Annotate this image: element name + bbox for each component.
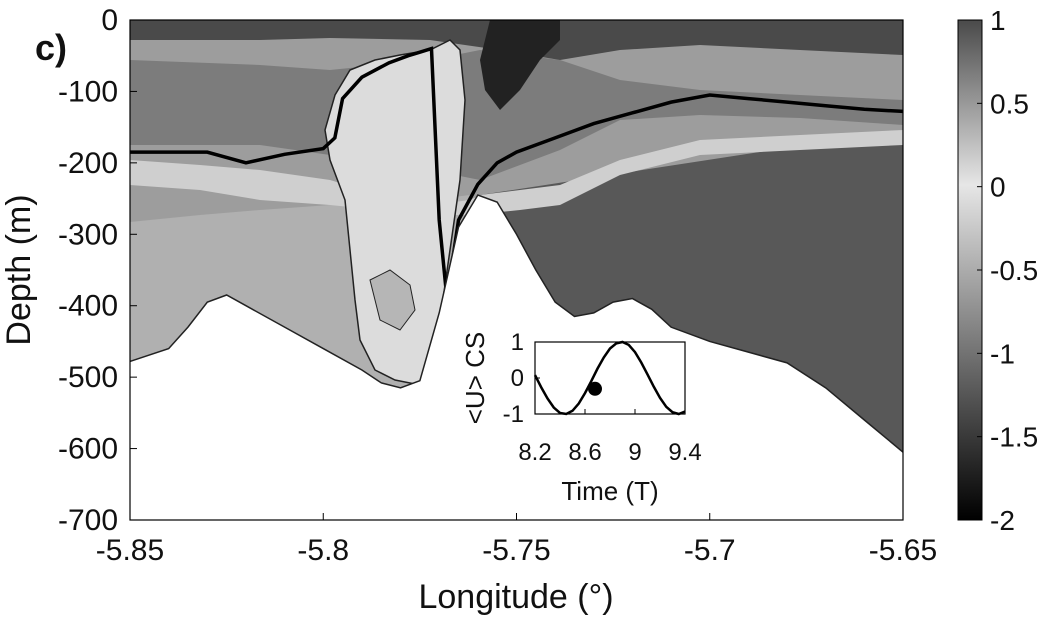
x-tick-label: -5.75 bbox=[482, 534, 550, 567]
inset-x-title: Time (T) bbox=[561, 476, 658, 506]
inset-current-time-marker bbox=[588, 381, 602, 396]
colorbar-tick-label: -0.5 bbox=[990, 255, 1038, 286]
inset-x-ticks: 8.2 8.6 9 9.4 bbox=[518, 409, 702, 466]
inset-x-tick-label: 8.6 bbox=[568, 439, 601, 466]
inset-y-ticks: 1 0 -1 bbox=[503, 329, 540, 428]
panel-label: c) bbox=[35, 27, 67, 68]
colorbar-tick-label: -2 bbox=[990, 505, 1015, 536]
inset-y-tick-label: -1 bbox=[503, 401, 524, 428]
y-tick-label: -300 bbox=[58, 218, 118, 251]
bathymetry-outline bbox=[129, 194, 904, 453]
y-tick-label: -600 bbox=[58, 433, 118, 466]
x-axis-ticks: -5.85 -5.8 -5.75 -5.7 -5.65 bbox=[96, 513, 937, 567]
y-tick-label: -400 bbox=[58, 290, 118, 323]
y-tick-label: -700 bbox=[58, 504, 118, 537]
colorbar-tick-label: 0 bbox=[990, 172, 1006, 203]
x-tick-label: -5.8 bbox=[297, 534, 349, 567]
y-tick-label: -500 bbox=[58, 361, 118, 394]
inset-x-tick-label: 8.2 bbox=[518, 439, 551, 466]
inset-frame bbox=[534, 341, 686, 415]
inset-y-tick-label: 1 bbox=[511, 329, 524, 356]
colorbar-tick-label: 1 bbox=[990, 5, 1006, 36]
transition-band bbox=[130, 130, 903, 215]
plume-inner bbox=[369, 269, 416, 331]
colorbar-tick-label: -1 bbox=[990, 338, 1015, 369]
main-plot: -5.85 -5.8 -5.75 -5.7 -5.65 0 -100 -200 -300 -40… bbox=[0, 4, 937, 616]
colorbar: 1 0.5 0 -0.5 -1 -1.5 -2 bbox=[957, 5, 1038, 536]
x-tick-label: -5.85 bbox=[96, 534, 164, 567]
bathymetry-mask bbox=[130, 195, 903, 520]
inset-x-tick-label: 9 bbox=[628, 439, 641, 466]
inset-plot: 8.2 8.6 9 9.4 1 0 -1 Time (T) <U> CS bbox=[460, 329, 702, 506]
x-axis-title: Longitude (°) bbox=[418, 578, 613, 616]
y-tick-label: -200 bbox=[58, 147, 118, 180]
dark-core bbox=[480, 20, 560, 110]
colorbar-ticks: 1 0.5 0 -0.5 -1 -1.5 -2 bbox=[977, 5, 1038, 536]
inset-x-tick-label: 9.4 bbox=[668, 439, 701, 466]
y-tick-label: 0 bbox=[101, 4, 118, 37]
y-axis-title: Depth (m) bbox=[0, 194, 38, 345]
y-tick-label: -100 bbox=[58, 75, 118, 108]
colorbar-tick-label: 0.5 bbox=[990, 88, 1029, 119]
inset-y-title: <U> CS bbox=[460, 332, 490, 425]
x-tick-label: -5.7 bbox=[684, 534, 736, 567]
inset-y-tick-label: 0 bbox=[511, 365, 524, 392]
colorbar-tick-label: -1.5 bbox=[990, 422, 1038, 453]
y-axis-ticks: 0 -100 -200 -300 -400 -500 -600 -700 bbox=[58, 4, 137, 537]
inset-series-line bbox=[533, 340, 686, 416]
x-tick-label: -5.65 bbox=[869, 534, 937, 567]
